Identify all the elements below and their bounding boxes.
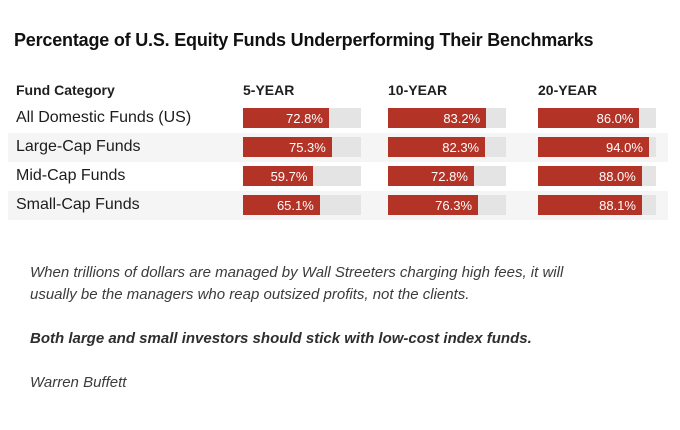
bar-value-label: 59.7% [270,168,308,184]
bar-value-label: 88.1% [599,197,636,213]
bar-value-label: 88.0% [598,168,636,184]
table-row: Small-Cap Funds 65.1% 76.3% 88.1% [8,190,668,220]
bar-track: 94.0% [538,137,656,158]
quote-paragraph-1: When trillions of dollars are managed by… [30,262,640,306]
table-row: Large-Cap Funds 75.3% 82.3% 94.0% [8,132,668,162]
column-header-10-year: 10-YEAR [388,81,448,98]
bar-track: 72.8% [243,108,361,129]
bar-cell: 76.3% [388,195,538,216]
bar-track: 82.3% [388,137,506,158]
bar-fill [243,108,329,129]
bar-value-label: 72.8% [431,168,468,184]
bar-cell: 75.3% [243,137,388,158]
bar-value-label: 94.0% [606,139,643,155]
bar-cell: 65.1% [243,195,388,216]
bar-fill [538,195,642,216]
bar-fill [538,108,640,129]
bar-track: 86.0% [538,108,656,129]
bar-value-label: 82.3% [442,139,480,155]
fund-category-label: Large-Cap Funds [16,138,141,156]
fund-category-label: All Domestic Funds (US) [16,109,192,127]
bar-track: 76.3% [388,195,506,216]
bar-track: 88.1% [538,195,656,216]
quote-line: When trillions of dollars are managed by… [30,263,564,281]
fund-category-header: Fund Category [16,81,115,98]
bar-fill [388,166,474,187]
bar-fill [538,166,642,187]
bar-cell: 59.7% [243,166,388,187]
bar-fill [388,137,486,158]
fund-category-label: Mid-Cap Funds [16,167,126,185]
bar-track: 75.3% [243,137,361,158]
bar-cell: 94.0% [538,137,668,158]
fund-category-label: Small-Cap Funds [16,196,140,214]
bar-fill [388,195,479,216]
bar-track: 65.1% [243,195,361,216]
quote-paragraph-2: Both large and small investors should st… [30,329,532,347]
bar-value-label: 86.0% [596,110,634,126]
fund-table: Fund Category 5-YEAR 10-YEAR 20-YEAR All… [8,76,668,220]
table-body: All Domestic Funds (US) 72.8% 83.2% 86.0% La… [8,104,668,220]
table-row: All Domestic Funds (US) 72.8% 83.2% 86.0% [8,104,668,133]
table-row: Mid-Cap Funds 59.7% 72.8% 88.0% [8,162,668,191]
bar-fill [243,166,314,187]
bar-cell: 72.8% [243,108,388,129]
bar-cell: 72.8% [388,166,538,187]
bar-fill [243,137,332,158]
quote-attribution: Warren Buffett [30,373,127,391]
bar-cell: 82.3% [388,137,538,158]
bar-track: 72.8% [388,166,506,187]
chart-title: Percentage of U.S. Equity Funds Underper… [14,30,594,50]
bar-fill [538,137,649,158]
bar-value-label: 65.1% [276,197,314,213]
bar-track: 59.7% [243,166,361,187]
bar-cell: 88.1% [538,195,668,216]
bar-cell: 86.0% [538,108,668,129]
quote-block: When trillions of dollars are managed by… [30,262,640,394]
table-header-row: Fund Category 5-YEAR 10-YEAR 20-YEAR [8,76,668,104]
bar-fill [243,195,320,216]
bar-value-label: 72.8% [286,110,323,126]
bar-track: 83.2% [388,108,506,129]
bar-value-label: 76.3% [435,197,473,213]
bar-track: 88.0% [538,166,656,187]
quote-line: usually be the managers who reap outsize… [30,285,470,303]
bar-cell: 83.2% [388,108,538,129]
column-header-20-year: 20-YEAR [538,81,598,98]
bar-fill [388,108,487,129]
bar-value-label: 83.2% [443,110,481,126]
bar-cell: 88.0% [538,166,668,187]
column-header-5-year: 5-YEAR [243,81,295,98]
bar-value-label: 75.3% [288,139,326,155]
